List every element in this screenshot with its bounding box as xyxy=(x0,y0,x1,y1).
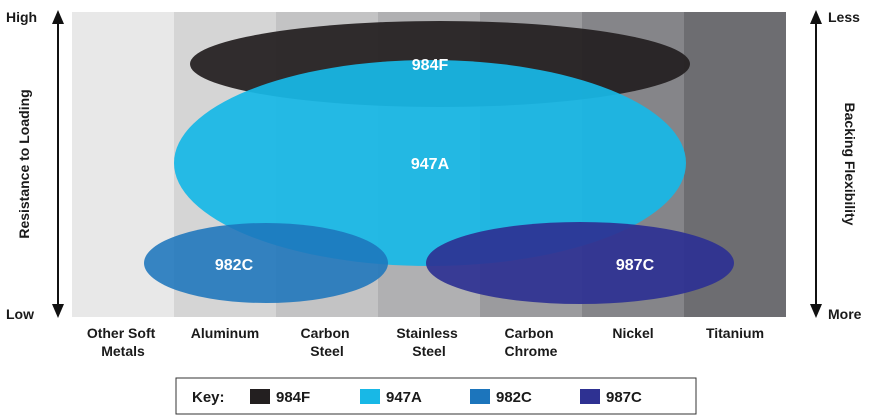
material-label-titanium: Titanium xyxy=(706,325,764,341)
material-label-aluminum: Aluminum xyxy=(191,325,259,341)
product-ellipses xyxy=(144,21,734,304)
right-axis: Less More Backing Flexibility xyxy=(810,9,862,322)
legend-title: Key: xyxy=(192,389,225,406)
ellipse-987c xyxy=(426,222,734,304)
material-label-other-soft-metals: Other Soft Metals xyxy=(87,325,159,359)
legend-swatch-987c xyxy=(580,389,600,404)
legend-swatch-984f xyxy=(250,389,270,404)
legend-label-987c: 987C xyxy=(606,389,642,406)
right-axis-arrow-down-icon xyxy=(810,304,822,318)
right-axis-arrow-up-icon xyxy=(810,10,822,24)
legend-label-982c: 982C xyxy=(496,389,532,406)
left-axis-arrow-up-icon xyxy=(52,10,64,24)
right-axis-more-label: More xyxy=(828,306,862,322)
product-label-947a: 947A xyxy=(411,156,450,173)
material-labels: Other Soft Metals Aluminum Carbon Steel … xyxy=(87,325,764,359)
product-labels: 984F 947A 982C 987C xyxy=(215,57,655,274)
product-label-987c: 987C xyxy=(616,257,655,274)
material-label-carbon-chrome: Carbon Chrome xyxy=(505,325,558,359)
material-label-carbon-steel: Carbon Steel xyxy=(301,325,354,359)
legend-swatch-982c xyxy=(470,389,490,404)
ellipse-982c xyxy=(144,223,388,303)
left-axis: High Low Resistance to Loading xyxy=(6,9,64,322)
product-label-982c: 982C xyxy=(215,257,254,274)
left-axis-title: Resistance to Loading xyxy=(16,89,32,238)
material-label-stainless-steel: Stainless Steel xyxy=(396,325,461,359)
right-axis-less-label: Less xyxy=(828,9,860,25)
product-label-984f: 984F xyxy=(412,57,449,74)
legend-label-984f: 984F xyxy=(276,389,310,406)
legend-label-947a: 947A xyxy=(386,389,422,406)
legend-swatch-947a xyxy=(360,389,380,404)
left-axis-arrow-down-icon xyxy=(52,304,64,318)
material-label-nickel: Nickel xyxy=(612,325,653,341)
left-axis-high-label: High xyxy=(6,9,37,25)
right-axis-title: Backing Flexibility xyxy=(842,103,858,226)
legend: Key: 984F 947A 982C 987C xyxy=(175,377,697,415)
left-axis-low-label: Low xyxy=(6,306,34,322)
ellipse-947a xyxy=(174,60,686,266)
